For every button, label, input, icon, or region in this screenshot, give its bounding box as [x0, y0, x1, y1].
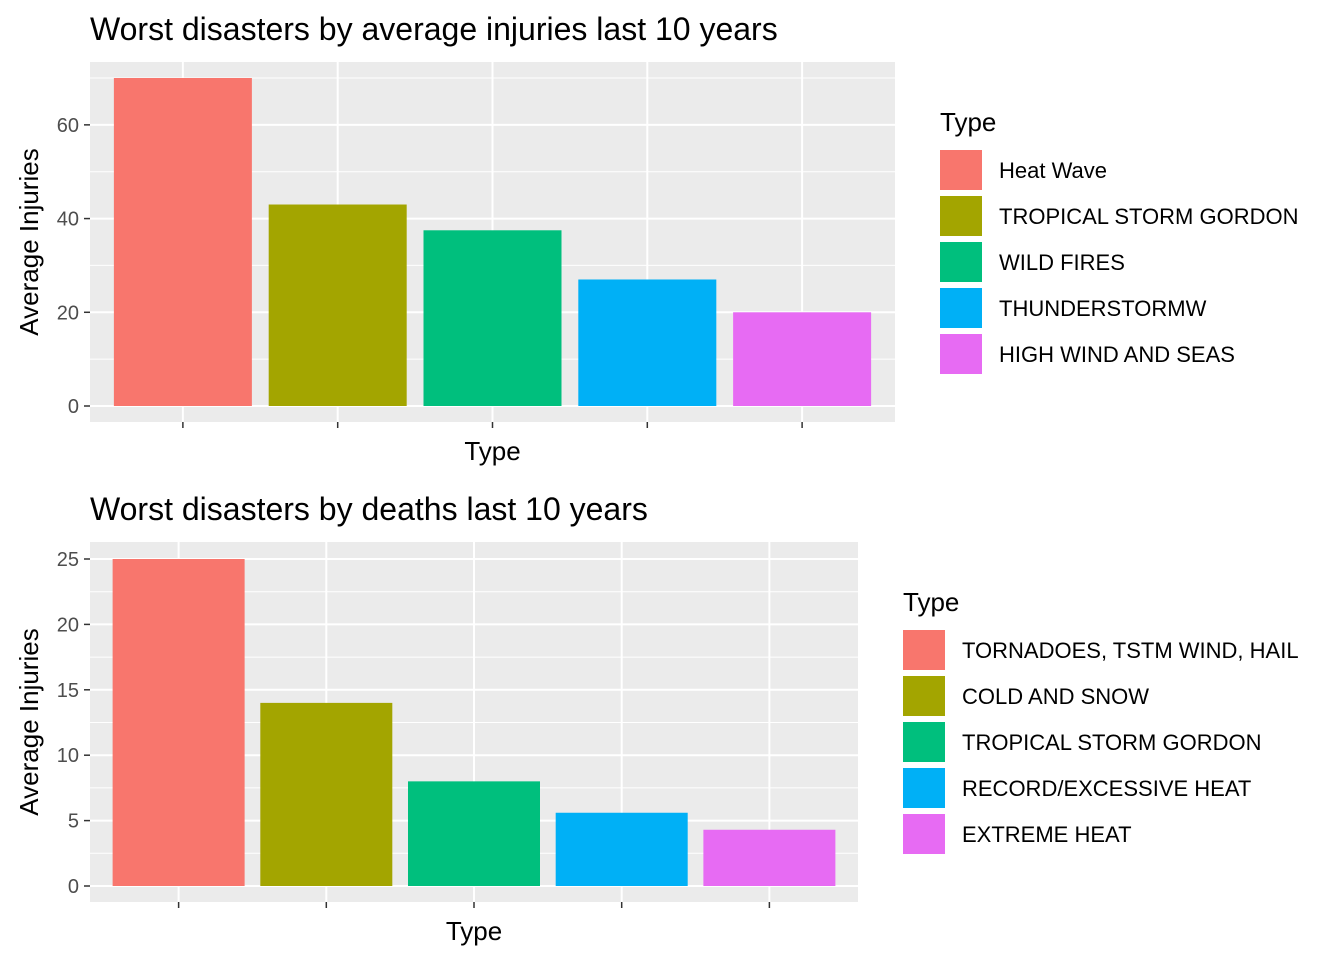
chart-2: Worst disasters by deaths last 10 years 0…: [14, 491, 1299, 946]
legend-title: Type: [940, 107, 996, 137]
legend-key: [903, 768, 945, 808]
bar-5: [703, 829, 836, 886]
legend-key: [903, 722, 945, 762]
legend-key: [940, 334, 982, 374]
y-tick-label: 10: [57, 745, 79, 767]
y-tick-label: 20: [57, 302, 79, 324]
y-tick-label: 20: [57, 614, 79, 636]
legend-label: COLD AND SNOW: [962, 684, 1149, 709]
legend-key: [940, 150, 982, 190]
x-axis-title: Type: [446, 916, 502, 946]
y-axis-title: Average Injuries: [14, 628, 44, 815]
legend-label: EXTREME HEAT: [962, 822, 1132, 847]
y-tick-label: 0: [68, 876, 79, 898]
y-tick-label: 5: [68, 811, 79, 833]
legend-label: Heat Wave: [999, 158, 1107, 183]
legend-label: WILD FIRES: [999, 250, 1125, 275]
legend-label: TROPICAL STORM GORDON: [999, 204, 1298, 229]
legend-key: [940, 242, 982, 282]
legend-label: TROPICAL STORM GORDON: [962, 730, 1261, 755]
chart-title: Worst disasters by deaths last 10 years: [90, 491, 648, 527]
chart-1: Worst disasters by average injuries last…: [14, 11, 1298, 466]
legend-key: [940, 288, 982, 328]
legend-title: Type: [903, 587, 959, 617]
y-tick-label: 15: [57, 680, 79, 702]
y-axis-title: Average Injuries: [14, 148, 44, 335]
legend-label: RECORD/EXCESSIVE HEAT: [962, 776, 1251, 801]
y-tick-label: 60: [57, 115, 79, 137]
legend-key: [903, 814, 945, 854]
bar-1: [113, 78, 252, 406]
y-tick-label: 40: [57, 209, 79, 231]
bar-4: [555, 812, 688, 886]
chart-title: Worst disasters by average injuries last…: [90, 11, 778, 47]
bar-3: [423, 230, 562, 406]
bar-1: [112, 559, 245, 886]
y-tick-label: 25: [57, 549, 79, 571]
bar-2: [260, 702, 393, 886]
legend-key: [940, 196, 982, 236]
bar-5: [733, 312, 872, 406]
legend-key: [903, 676, 945, 716]
legend-label: THUNDERSTORMW: [999, 296, 1207, 321]
legend-key: [903, 630, 945, 670]
y-tick-label: 0: [68, 396, 79, 418]
legend-label: TORNADOES, TSTM WIND, HAIL: [962, 638, 1299, 663]
bar-3: [408, 781, 540, 886]
bar-2: [268, 204, 407, 406]
x-axis-title: Type: [464, 436, 520, 466]
legend-label: HIGH WIND AND SEAS: [999, 342, 1235, 367]
bar-4: [578, 279, 717, 406]
